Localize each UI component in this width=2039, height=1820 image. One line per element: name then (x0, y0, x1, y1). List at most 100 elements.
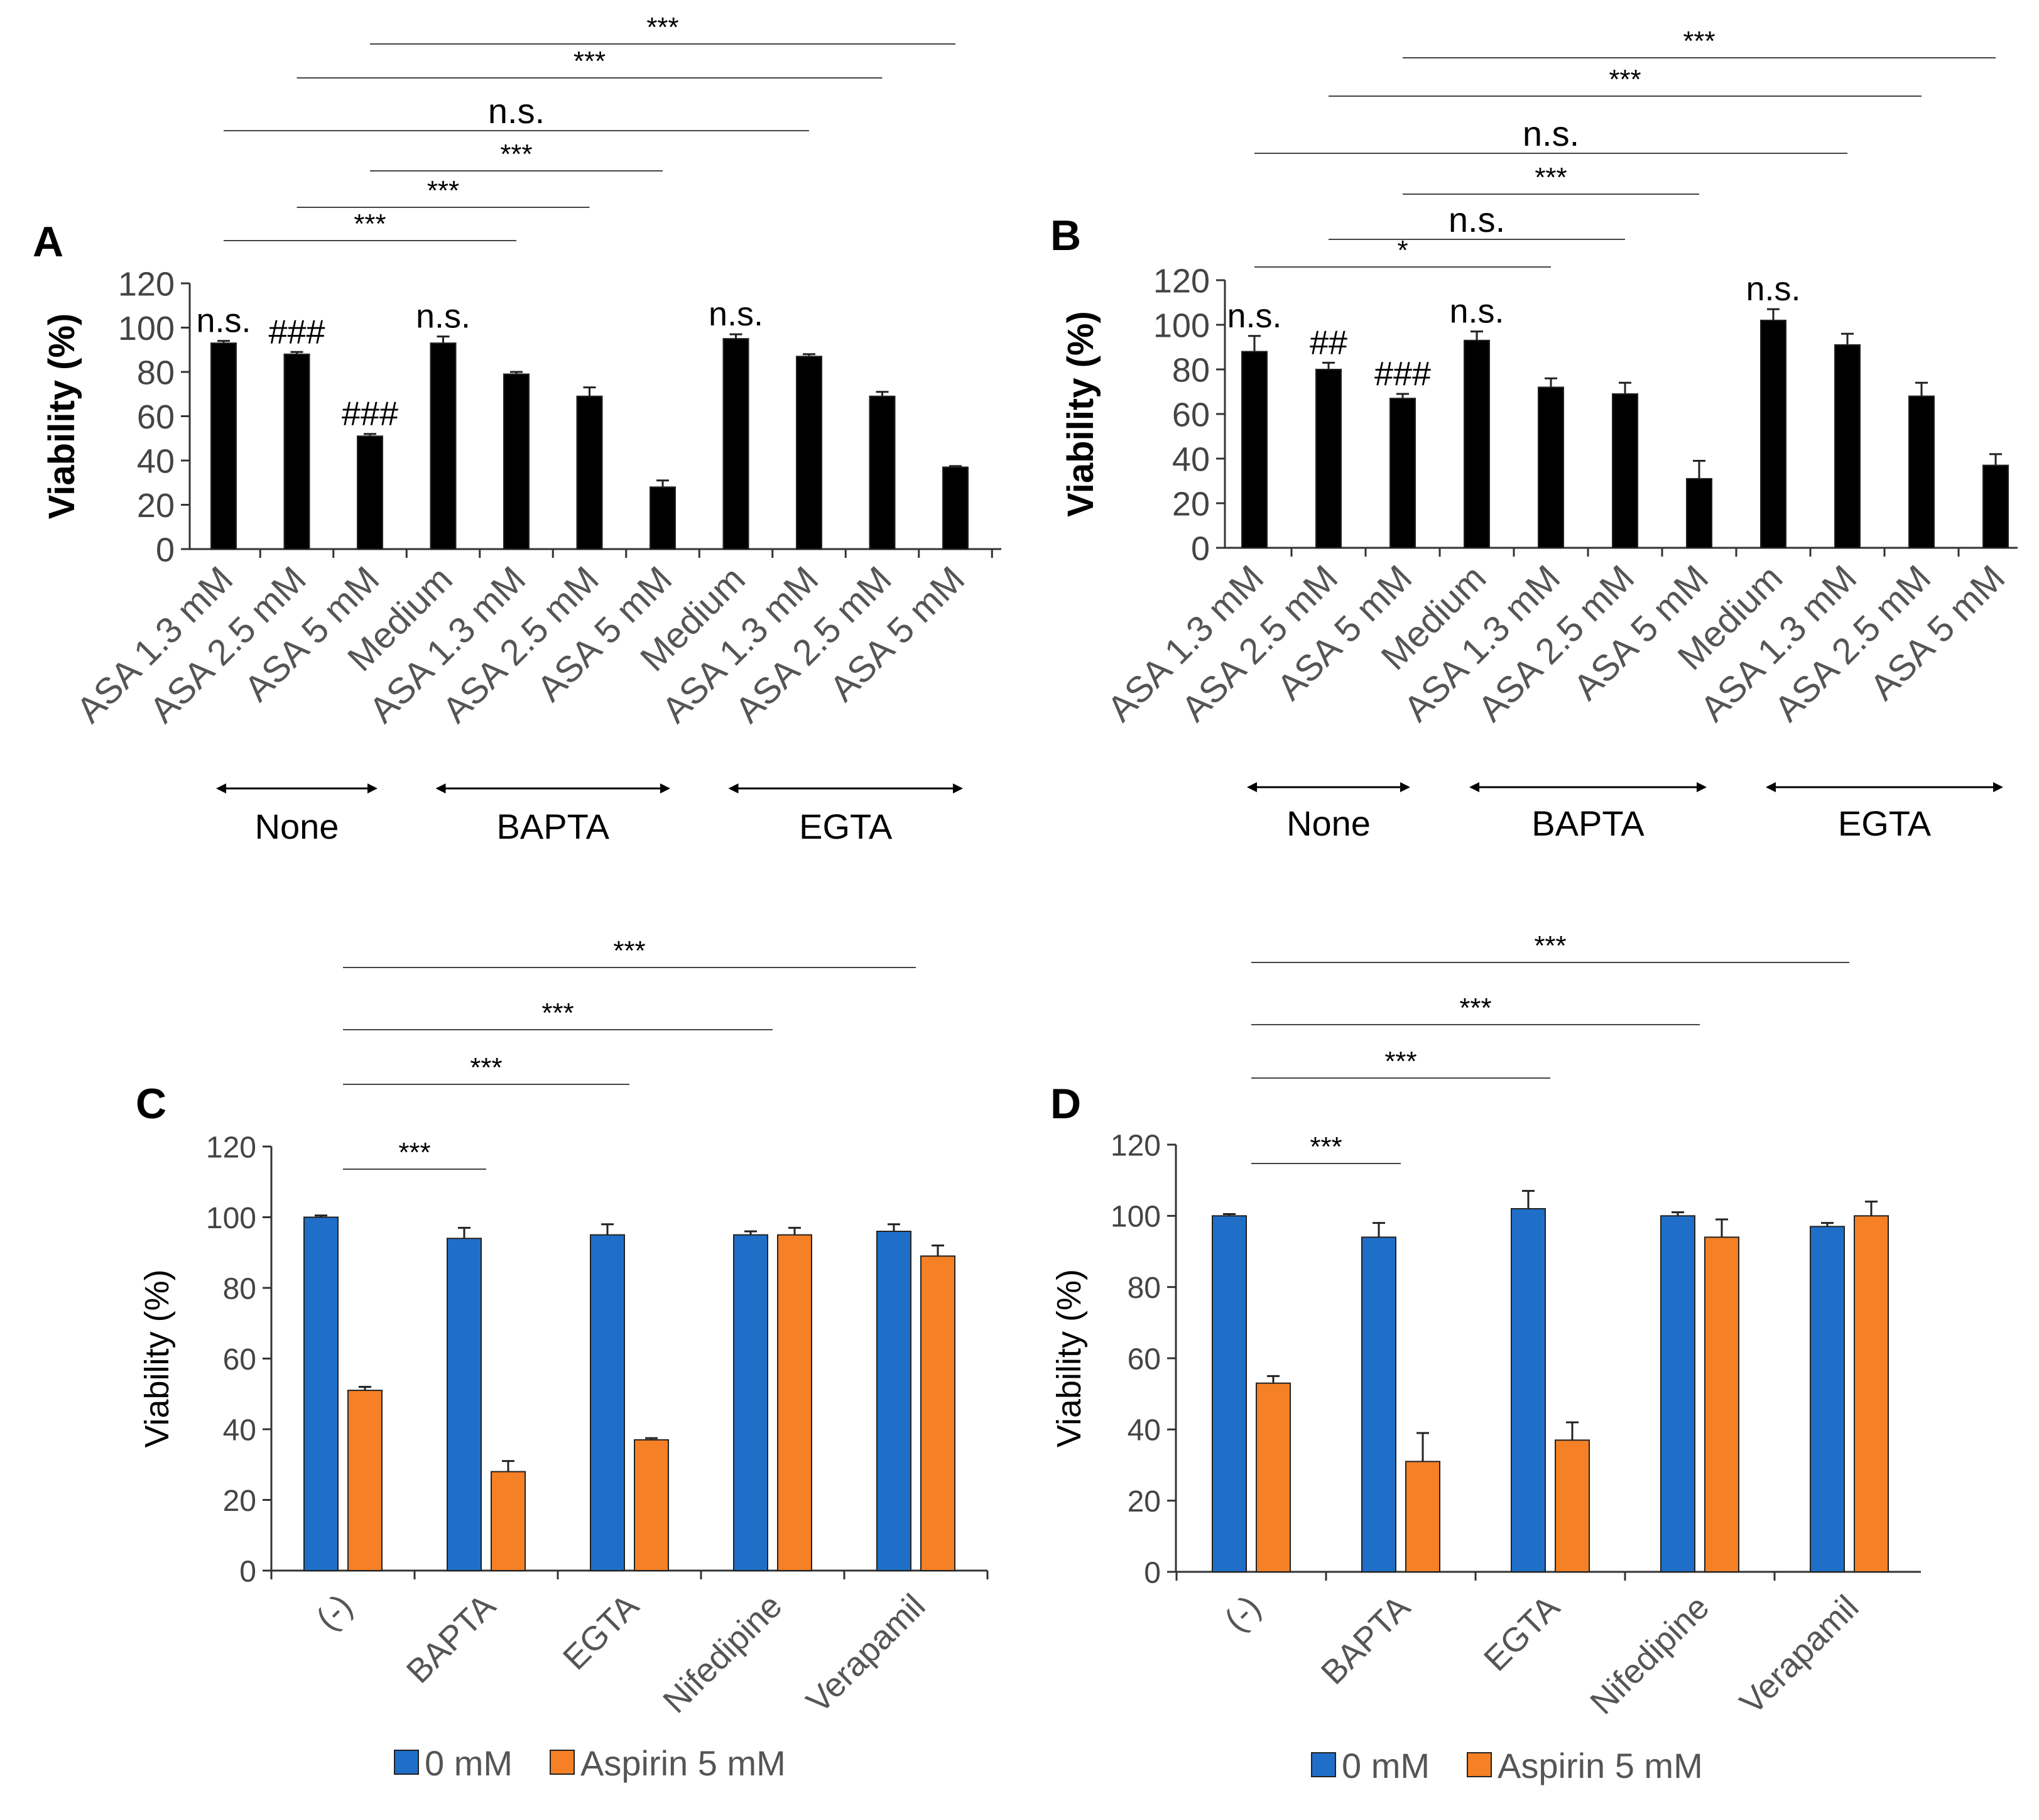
group-label: EGTA (799, 807, 893, 846)
legend-swatch (394, 1750, 419, 1775)
group-label: BAPTA (1531, 804, 1645, 843)
bar (1555, 1439, 1590, 1572)
bar (210, 342, 237, 550)
bar (1686, 477, 1712, 549)
y-tick-label: 20 (137, 487, 175, 525)
bar (1834, 344, 1861, 548)
y-tick-label: 0 (1144, 1556, 1161, 1589)
bar (634, 1439, 669, 1571)
bar-label: ### (342, 395, 398, 433)
bar-label: ## (1310, 324, 1347, 361)
category-label: Nifedipine (656, 1587, 789, 1720)
y-tick-label: 60 (223, 1343, 256, 1376)
bar (1256, 1382, 1291, 1573)
y-tick-label: 40 (1172, 440, 1210, 478)
significance-label: *** (470, 1052, 502, 1083)
group-arrow-head (1400, 782, 1410, 792)
bar (1760, 319, 1786, 548)
bar (1241, 351, 1268, 548)
y-tick-label: 60 (137, 398, 175, 436)
y-tick-label: 80 (137, 354, 175, 391)
group-label: None (1286, 804, 1371, 843)
category-label: BAPTA (1314, 1588, 1418, 1692)
legend-label: 0 mM (425, 1743, 513, 1783)
legend-swatch (550, 1750, 575, 1775)
significance-label: *** (1535, 162, 1567, 193)
group-label: EGTA (1838, 804, 1932, 843)
significance-label: *** (541, 998, 574, 1028)
y-axis-label: Viability (%) (1060, 311, 1101, 517)
bar-label: n.s. (416, 298, 470, 335)
bar (920, 1255, 955, 1571)
bar (1405, 1461, 1440, 1572)
bar (1810, 1226, 1845, 1573)
bar (1660, 1215, 1695, 1573)
bar (1315, 369, 1342, 548)
y-tick-label: 40 (223, 1414, 256, 1447)
significance-label: * (1397, 235, 1408, 266)
y-tick-label: 20 (1172, 485, 1210, 523)
bar-label: ### (1374, 355, 1431, 393)
category-label: Nifedipine (1583, 1588, 1716, 1721)
y-tick-label: 80 (223, 1272, 256, 1305)
group-arrow-head (1766, 782, 1776, 792)
bar (1704, 1236, 1739, 1573)
y-tick-label: 40 (137, 442, 175, 480)
significance-label: n.s. (488, 91, 545, 131)
significance-label: *** (1310, 1131, 1342, 1162)
bar-label: n.s. (1227, 297, 1281, 335)
significance-label: *** (613, 935, 645, 966)
bar-label: ### (268, 313, 325, 351)
bar (777, 1234, 812, 1571)
y-tick-label: 80 (1172, 351, 1210, 389)
group-label: BAPTA (497, 807, 610, 846)
category-label: Verapamil (1732, 1588, 1866, 1721)
bar (576, 395, 603, 550)
bar (1854, 1215, 1889, 1573)
y-tick-label: 100 (1111, 1201, 1161, 1234)
bar (590, 1234, 625, 1571)
panel-letter: C (136, 1080, 166, 1128)
group-arrow-head (660, 783, 670, 793)
group-arrow-head (435, 783, 446, 793)
significance-label: *** (1384, 1046, 1416, 1077)
y-tick-label: 0 (239, 1555, 256, 1588)
significance-label: *** (646, 12, 678, 43)
significance-label: *** (427, 175, 459, 206)
y-tick-label: 100 (1153, 307, 1210, 344)
bar (942, 466, 969, 550)
group-arrow-head (367, 783, 378, 793)
y-tick-label: 100 (206, 1202, 256, 1235)
group-arrow-head (953, 783, 963, 793)
category-label: EGTA (1477, 1588, 1567, 1679)
y-tick-label: 40 (1128, 1414, 1161, 1447)
bar (357, 435, 383, 550)
bar (1982, 464, 2009, 549)
bar-label: n.s. (1746, 270, 1800, 308)
y-tick-label: 80 (1128, 1272, 1161, 1305)
legend-label: Aspirin 5 mM (1498, 1746, 1703, 1785)
bar (491, 1471, 526, 1571)
y-tick-label: 120 (1111, 1129, 1161, 1162)
significance-label: *** (1534, 930, 1566, 961)
bar (876, 1231, 911, 1571)
group-arrow-head (1247, 782, 1257, 792)
group-arrow-head (728, 783, 739, 793)
legend-label: Aspirin 5 mM (580, 1743, 786, 1783)
y-tick-label: 100 (118, 310, 175, 347)
y-tick-label: 0 (156, 531, 175, 569)
significance-label: *** (574, 46, 606, 77)
y-tick-label: 20 (1128, 1485, 1161, 1518)
bar (1511, 1208, 1546, 1572)
significance-label: n.s. (1449, 200, 1505, 239)
bar-label: n.s. (196, 302, 251, 340)
bar (733, 1234, 768, 1571)
category-label: Verapamil (799, 1587, 932, 1720)
panel-letter: D (1050, 1080, 1081, 1128)
y-tick-label: 60 (1128, 1343, 1161, 1376)
y-tick-label: 20 (223, 1485, 256, 1518)
bar (347, 1390, 383, 1571)
bar (1389, 398, 1416, 549)
bar (1212, 1215, 1247, 1573)
